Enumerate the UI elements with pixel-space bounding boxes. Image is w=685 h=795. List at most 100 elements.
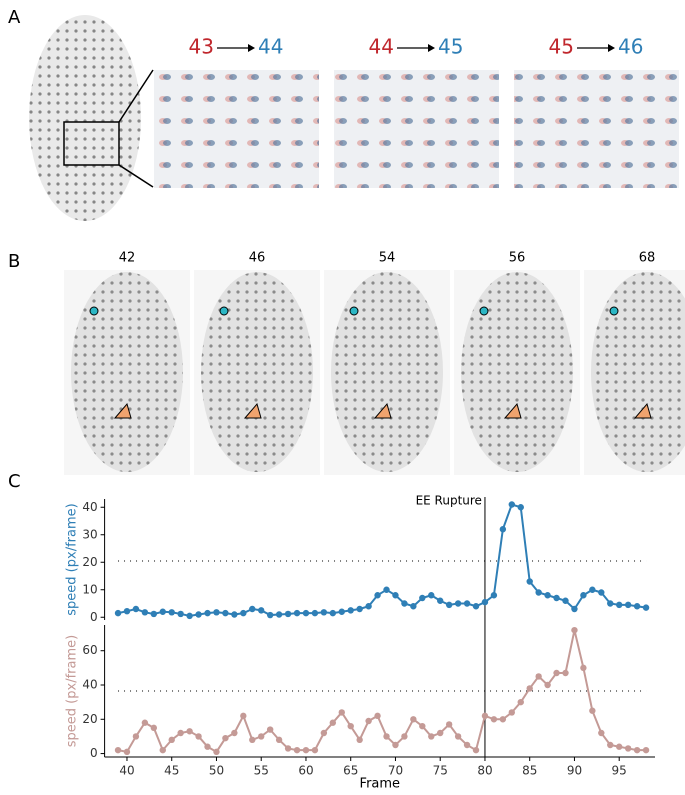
x-tick-label: 70 (388, 764, 403, 778)
point (562, 669, 569, 677)
point (249, 736, 256, 744)
from-frame: 44 (369, 35, 394, 59)
zoom-line (118, 69, 154, 123)
x-tick-label: 50 (209, 764, 224, 778)
point (463, 600, 471, 607)
point (302, 746, 310, 754)
point (589, 707, 596, 714)
point (616, 601, 623, 609)
point (616, 743, 623, 750)
embryo-texture (71, 272, 183, 472)
point (374, 592, 381, 599)
point (553, 669, 560, 677)
point (607, 741, 614, 749)
to-frame: 44 (258, 35, 283, 59)
point (419, 722, 426, 730)
point (544, 681, 551, 689)
point (607, 600, 614, 607)
point (437, 597, 444, 604)
point (365, 603, 372, 610)
point (114, 746, 122, 754)
point (481, 598, 489, 606)
panel-label: C (8, 471, 21, 492)
point (544, 592, 551, 599)
point (141, 719, 149, 726)
frame-label: 54 (379, 251, 396, 266)
point (159, 746, 166, 754)
x-tick-label: 45 (164, 764, 179, 778)
orange-marker (113, 402, 132, 419)
point (472, 746, 480, 754)
from-frame: 45 (549, 35, 574, 59)
point (642, 604, 650, 611)
y-tick-label: 60 (82, 643, 97, 657)
point (589, 586, 596, 593)
crop-dots (334, 70, 499, 188)
x-tick-label: 40 (119, 764, 134, 778)
point (275, 611, 283, 618)
point (186, 728, 193, 735)
point (249, 605, 256, 613)
from-frame: 43 (189, 35, 214, 59)
y-axis-label: speed (px/frame) (65, 503, 80, 615)
point (499, 716, 507, 723)
point (222, 609, 229, 617)
x-tick-label: 90 (567, 764, 582, 778)
x-tick-label: 60 (298, 764, 313, 778)
point (562, 597, 569, 604)
panel-label: A (8, 7, 21, 28)
point (383, 586, 390, 593)
point (168, 736, 175, 744)
point (329, 609, 337, 617)
point (258, 607, 265, 614)
x-tick-label: 65 (343, 764, 358, 778)
point (231, 729, 238, 737)
point (535, 589, 542, 596)
frame-label: 46 (249, 251, 266, 266)
arrow-head (428, 44, 435, 52)
y-tick-label: 40 (82, 500, 97, 514)
frame-label: 56 (509, 251, 526, 266)
arrow-head (608, 44, 615, 52)
point (410, 716, 417, 723)
point (517, 504, 524, 511)
panel-b: 42 46 54 56 68 (64, 251, 685, 475)
point (213, 748, 220, 756)
point (490, 716, 498, 723)
point (311, 609, 319, 617)
x-axis-label: Frame (360, 777, 401, 792)
event-label: EE Rupture (416, 494, 482, 508)
point (526, 578, 533, 585)
point (231, 611, 238, 618)
point (159, 608, 166, 615)
point (284, 745, 292, 752)
point (338, 709, 345, 716)
point (356, 736, 363, 744)
point (132, 733, 140, 740)
orange-marker (503, 402, 522, 419)
point (293, 609, 301, 617)
embryo-texture (591, 272, 685, 472)
point (428, 592, 435, 599)
y-tick-label: 0 (90, 746, 98, 760)
point (463, 741, 471, 749)
point (454, 733, 462, 740)
point (132, 605, 140, 613)
point (392, 592, 399, 599)
x-tick-label: 55 (254, 764, 269, 778)
point (445, 601, 453, 609)
point (284, 610, 292, 618)
zoom-line (118, 164, 154, 188)
arrow-head (248, 44, 255, 52)
zoom-box (63, 121, 120, 166)
y-tick-label: 30 (82, 527, 97, 541)
orange-marker (243, 402, 262, 419)
point (150, 724, 158, 732)
to-frame: 45 (438, 35, 463, 59)
frame-label: 42 (119, 251, 136, 266)
cyan-marker (89, 306, 99, 316)
point (499, 526, 507, 533)
point (624, 601, 632, 609)
point (419, 594, 426, 602)
